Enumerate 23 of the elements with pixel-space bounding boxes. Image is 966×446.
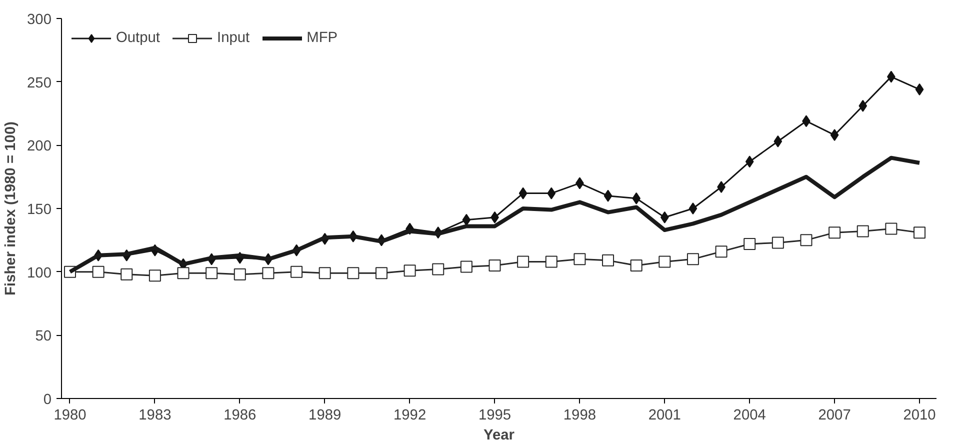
x-tick-label: 1989	[308, 408, 342, 424]
x-tick-label: 1998	[563, 408, 596, 424]
y-tick-label: 250	[27, 75, 52, 92]
legend-label: MFP	[306, 30, 338, 46]
x-tick-label: 1995	[478, 408, 512, 424]
x-tick-label: 2004	[733, 408, 766, 424]
x-axis-title: Year	[484, 428, 515, 444]
legend-label: Output	[116, 30, 160, 46]
x-tick-label: 1980	[54, 408, 86, 424]
legend-label: Input	[217, 30, 250, 46]
x-tick-label: 1986	[224, 408, 256, 424]
y-axis-title: Fisher index (1980 = 100)	[3, 121, 20, 296]
y-tick-label: 200	[27, 138, 52, 155]
x-tick-label: 2007	[818, 408, 851, 424]
y-tick-label: 100	[27, 265, 52, 282]
x-tick-label: 2001	[648, 408, 681, 424]
y-tick-label: 0	[43, 392, 52, 408]
y-tick-label: 50	[35, 328, 52, 345]
x-tick-label: 2010	[903, 408, 936, 424]
x-tick-label: 1983	[138, 408, 172, 424]
y-tick-label: 150	[27, 202, 52, 218]
x-tick-label: 1992	[394, 408, 426, 424]
y-tick-label: 300	[27, 12, 52, 28]
